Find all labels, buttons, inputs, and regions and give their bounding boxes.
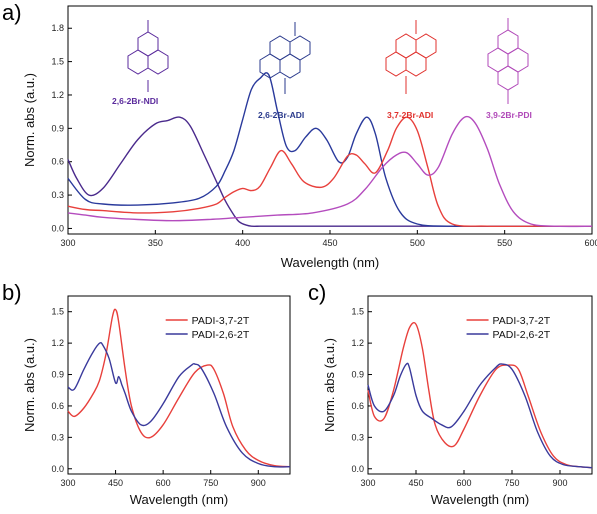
- panel-c-ytick-label-3: 0.9: [351, 370, 364, 380]
- panel-a-ytick-label-5: 1.5: [51, 57, 64, 67]
- panel-c-series-0: [367, 321, 593, 469]
- molecule-2-6-2br-adi: 2,6-2Br-ADI: [258, 22, 311, 120]
- panel-c-xtick-label-2: 600: [456, 478, 471, 488]
- panel-b-legend-label-0: PADI-3,7-2T: [192, 315, 250, 327]
- panel-c-legend: PADI-3,7-2T PADI-2,6-2T: [466, 315, 551, 341]
- panel-c-series: [367, 321, 593, 469]
- panel-a-ytick-label-6: 1.8: [51, 23, 64, 33]
- molecule-label-adi-37: 3,7-2Br-ADI: [387, 110, 433, 120]
- panel-b-ytick-label-2: 0.6: [51, 401, 64, 411]
- panel-a-ytick-label-0: 0.0: [51, 223, 64, 233]
- panel-c-ytick-label-1: 0.3: [351, 432, 364, 442]
- panel-c: c) 300 450 600 750 900 0.0 0.3 0.6 0.9 1.2 1.5 PAD…: [308, 280, 593, 507]
- panel-a-xtick-label-4: 500: [410, 238, 425, 248]
- panel-b-legend: PADI-3,7-2T PADI-2,6-2T: [165, 315, 250, 341]
- panel-a-xtick-label-1: 350: [148, 238, 163, 248]
- panel-a-ticks: 300 350 400 450 500 550 600 0.0 0.3 0.6 0.9 1.2 1.5 1…: [51, 23, 597, 248]
- panel-c-ytick-label-5: 1.5: [351, 307, 364, 317]
- panel-a-series-1: [67, 72, 592, 228]
- panel-b-series-0: [67, 308, 291, 468]
- panel-b-ytick-label-1: 0.3: [51, 432, 64, 442]
- panel-a-ytick-label-1: 0.3: [51, 190, 64, 200]
- panel-b: b) 300 450 600 750 900 0.0 0.3 0.6 0.9 1.2 1.5 PAD…: [2, 280, 291, 507]
- panel-b-series: [67, 308, 291, 468]
- panel-a-xtick-label-5: 550: [497, 238, 512, 248]
- panel-c-ticks: 300 450 600 750 900 0.0 0.3 0.6 0.9 1.2 1.5: [351, 307, 567, 488]
- molecule-3-9-2br-pdi: 3,9-2Br-PDI: [486, 18, 532, 120]
- panel-a-ytick-label-2: 0.6: [51, 157, 64, 167]
- panel-a-xlabel: Wavelength (nm): [281, 255, 380, 270]
- panel-c-ytick-label-2: 0.6: [351, 401, 364, 411]
- panel-b-frame: [67, 295, 291, 475]
- panel-c-letter: c): [308, 280, 326, 305]
- panel-a-series-0: [67, 116, 592, 227]
- molecule-label-adi-26: 2,6-2Br-ADI: [258, 110, 304, 120]
- panel-c-series-1: [367, 362, 593, 469]
- panel-a-series: [67, 72, 593, 228]
- panel-a-series-3: [67, 115, 593, 228]
- panel-b-ytick-label-3: 0.9: [51, 370, 64, 380]
- panel-c-ytick-label-0: 0.0: [351, 464, 364, 474]
- panel-c-ylabel: Norm. abs (a.u.): [322, 338, 337, 432]
- panel-b-xtick-label-4: 900: [251, 478, 266, 488]
- panel-c-legend-label-0: PADI-3,7-2T: [493, 315, 551, 327]
- panel-c-ytick-label-4: 1.2: [351, 338, 364, 348]
- panel-b-xtick-label-2: 600: [156, 478, 171, 488]
- panel-b-ticks: 300 450 600 750 900 0.0 0.3 0.6 0.9 1.2 1.5: [51, 307, 265, 488]
- panel-b-ytick-label-0: 0.0: [51, 464, 64, 474]
- panel-c-xtick-label-0: 300: [360, 478, 375, 488]
- panel-c-xtick-label-3: 750: [504, 478, 519, 488]
- panel-a-xtick-label-2: 400: [235, 238, 250, 248]
- panel-c-legend-label-1: PADI-2,6-2T: [493, 329, 551, 341]
- panel-a-frame: [67, 5, 593, 235]
- panel-b-xtick-label-3: 750: [203, 478, 218, 488]
- panel-c-xlabel: Wavelength (nm): [431, 492, 530, 507]
- molecule-3-7-2br-adi: 3,7-2Br-ADI: [385, 20, 437, 120]
- panel-b-xtick-label-0: 300: [60, 478, 75, 488]
- molecule-label-pdi: 3,9-2Br-PDI: [486, 110, 532, 120]
- molecule-2-6-2br-ndi: 2,6-2Br-NDI: [112, 20, 169, 106]
- panel-c-xtick-label-4: 900: [552, 478, 567, 488]
- panel-a-xtick-label-6: 600: [584, 238, 597, 248]
- panel-a-series-2: [67, 116, 592, 228]
- panel-a-ytick-label-4: 1.2: [51, 90, 64, 100]
- panel-c-xtick-label-1: 450: [408, 478, 423, 488]
- panel-b-xtick-label-1: 450: [108, 478, 123, 488]
- panel-a-ytick-label-3: 0.9: [51, 123, 64, 133]
- panel-a-ylabel: Norm. abs (a.u.): [22, 73, 37, 167]
- panel-b-legend-label-1: PADI-2,6-2T: [192, 329, 250, 341]
- panel-b-xlabel: Wavelength (nm): [130, 492, 229, 507]
- panel-b-ytick-label-5: 1.5: [51, 307, 64, 317]
- panel-b-letter: b): [2, 280, 22, 305]
- molecule-label-ndi: 2,6-2Br-NDI: [112, 96, 158, 106]
- panel-a-xtick-label-0: 300: [60, 238, 75, 248]
- panel-b-series-1: [67, 341, 291, 468]
- panel-a-letter: a): [2, 0, 22, 25]
- panel-b-ylabel: Norm. abs (a.u.): [22, 338, 37, 432]
- panel-a: a) 300 350 400 450 500 550 600 0.0 0.3 0.6 0.9 1.2 1…: [2, 0, 597, 270]
- panel-b-ytick-label-4: 1.2: [51, 338, 64, 348]
- panel-a-xtick-label-3: 450: [322, 238, 337, 248]
